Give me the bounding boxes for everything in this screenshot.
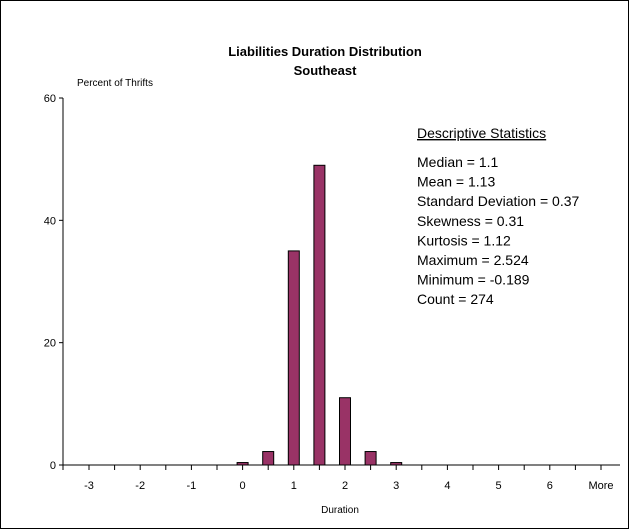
bar [313,164,326,466]
stats-line: Mean = 1.13 [417,174,495,190]
x-tick-label: 0 [240,480,246,492]
x-tick-label: 6 [547,480,553,492]
y-ticks: 0 20 40 60 [44,93,63,472]
x-tick-label: More [588,480,613,492]
x-tick-label: -2 [135,480,145,492]
bars [236,164,403,466]
bar [262,451,275,466]
bar [339,397,351,466]
bar [236,462,249,466]
stats-line: Skewness = 0.31 [417,213,524,229]
x-tick-label: 3 [393,480,399,492]
bar [364,451,377,466]
x-tick-label: 1 [291,480,297,492]
chart-subtitle: Southeast [294,63,358,78]
descriptive-statistics: Descriptive Statistics Median = 1.1 Mean … [417,125,579,307]
bar [390,462,403,466]
y-tick-label: 20 [44,338,56,350]
stats-line: Standard Deviation = 0.37 [417,193,579,209]
x-tick-label: 2 [342,480,348,492]
x-tick-label: 4 [444,480,450,492]
stats-line: Kurtosis = 1.12 [417,232,511,248]
stats-line: Minimum = -0.189 [417,272,530,288]
y-tick-label: 60 [44,93,56,105]
x-tick-label: -1 [187,480,197,492]
x-ticks: -3 -2 -1 0 1 2 3 4 5 6 More [62,465,614,492]
chart-title: Liabilities Duration Distribution [228,44,422,59]
x-axis-label: Duration [321,505,359,516]
stats-line: Maximum = 2.524 [417,252,529,268]
y-axis-label: Percent of Thrifts [77,78,153,89]
stats-line: Count = 274 [417,291,494,307]
y-tick-label: 40 [44,215,56,227]
stats-line: Median = 1.1 [417,154,499,170]
stats-heading: Descriptive Statistics [417,125,546,141]
y-tick-label: 0 [50,460,56,472]
x-tick-label: -3 [84,480,94,492]
x-tick-label: 5 [496,480,502,492]
bar [287,250,300,466]
